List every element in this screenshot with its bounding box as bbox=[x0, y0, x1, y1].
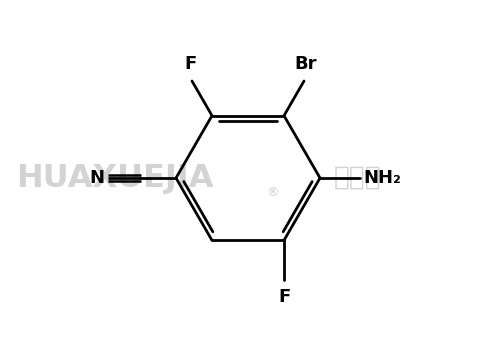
Text: F: F bbox=[184, 55, 196, 73]
Text: 化学加: 化学加 bbox=[334, 165, 382, 191]
Text: HUAXUEJIA: HUAXUEJIA bbox=[16, 162, 214, 194]
Text: ®: ® bbox=[267, 187, 279, 199]
Text: Br: Br bbox=[295, 55, 317, 73]
Text: F: F bbox=[278, 288, 290, 307]
Text: N: N bbox=[89, 169, 104, 187]
Text: NH₂: NH₂ bbox=[363, 169, 401, 187]
